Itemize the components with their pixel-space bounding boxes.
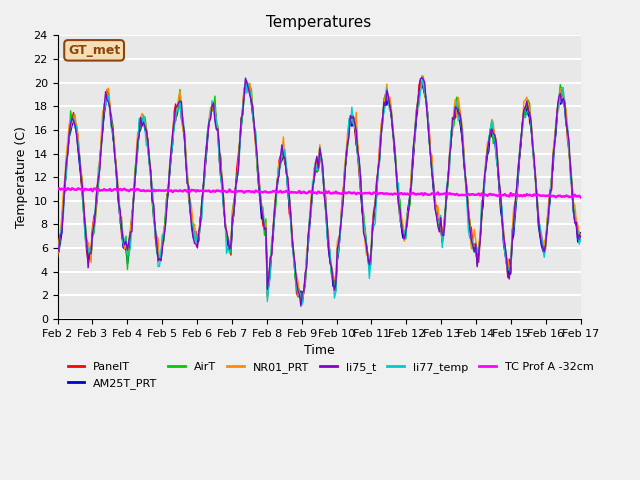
li75_t	[297, 303, 305, 309]
NR01_PRT	[419, 73, 427, 79]
PanelT	[550, 139, 558, 144]
AM25T_PRT	[577, 230, 584, 236]
NR01_PRT	[118, 214, 125, 220]
Line: li77_temp: li77_temp	[58, 77, 580, 304]
X-axis label: Time: Time	[304, 344, 335, 357]
PanelT	[227, 252, 235, 258]
Line: AirT: AirT	[58, 76, 580, 303]
li75_t	[418, 75, 426, 81]
Title: Temperatures: Temperatures	[266, 15, 372, 30]
AirT	[210, 107, 218, 112]
AM25T_PRT	[118, 227, 125, 233]
AirT	[236, 138, 243, 144]
li77_temp	[298, 301, 306, 307]
li77_temp	[550, 145, 558, 151]
TC Prof A -32cm	[228, 189, 236, 194]
li77_temp	[54, 244, 61, 250]
AirT	[418, 73, 426, 79]
li75_t	[54, 250, 61, 255]
li75_t	[236, 141, 243, 147]
PanelT	[54, 247, 61, 253]
AirT	[282, 164, 290, 169]
PanelT	[236, 139, 243, 144]
NR01_PRT	[550, 138, 558, 144]
TC Prof A -32cm	[237, 188, 245, 194]
PanelT	[118, 232, 125, 238]
Line: AM25T_PRT: AM25T_PRT	[58, 84, 580, 303]
li77_temp	[236, 149, 243, 155]
li77_temp	[210, 102, 218, 108]
NR01_PRT	[227, 236, 235, 242]
li75_t	[227, 242, 235, 248]
PanelT	[577, 230, 584, 236]
AM25T_PRT	[236, 143, 243, 149]
Y-axis label: Temperature (C): Temperature (C)	[15, 126, 28, 228]
li75_t	[282, 170, 290, 176]
AM25T_PRT	[227, 246, 235, 252]
Line: NR01_PRT: NR01_PRT	[58, 76, 580, 299]
li77_temp	[282, 163, 290, 168]
AM25T_PRT	[550, 142, 558, 147]
Line: PanelT: PanelT	[58, 80, 580, 300]
Line: TC Prof A -32cm: TC Prof A -32cm	[58, 188, 580, 197]
li77_temp	[577, 236, 584, 242]
NR01_PRT	[236, 140, 243, 146]
Text: GT_met: GT_met	[68, 44, 120, 57]
TC Prof A -32cm	[577, 194, 584, 200]
AM25T_PRT	[210, 100, 218, 106]
TC Prof A -32cm	[284, 189, 292, 195]
AM25T_PRT	[282, 168, 290, 174]
NR01_PRT	[284, 176, 292, 182]
AirT	[227, 250, 235, 255]
NR01_PRT	[54, 254, 61, 260]
PanelT	[282, 164, 290, 170]
NR01_PRT	[210, 98, 218, 104]
AirT	[54, 250, 61, 256]
AM25T_PRT	[54, 250, 61, 255]
NR01_PRT	[577, 233, 584, 239]
Line: li75_t: li75_t	[58, 78, 580, 306]
li77_temp	[227, 239, 235, 244]
li75_t	[577, 234, 584, 240]
NR01_PRT	[264, 296, 271, 301]
li75_t	[210, 100, 218, 106]
PanelT	[210, 100, 218, 106]
li75_t	[550, 144, 558, 149]
TC Prof A -32cm	[55, 185, 63, 191]
AirT	[298, 300, 306, 306]
AM25T_PRT	[418, 82, 426, 87]
AirT	[550, 138, 558, 144]
li77_temp	[118, 218, 125, 224]
Legend: PanelT, AM25T_PRT, AirT, NR01_PRT, li75_t, li77_temp, TC Prof A -32cm: PanelT, AM25T_PRT, AirT, NR01_PRT, li75_…	[63, 358, 598, 393]
AirT	[577, 231, 584, 237]
li75_t	[118, 226, 125, 231]
PanelT	[298, 297, 306, 302]
TC Prof A -32cm	[211, 189, 219, 194]
TC Prof A -32cm	[119, 186, 127, 192]
TC Prof A -32cm	[549, 193, 557, 199]
li77_temp	[419, 74, 427, 80]
AirT	[118, 229, 125, 235]
TC Prof A -32cm	[54, 187, 61, 192]
PanelT	[417, 77, 424, 83]
AM25T_PRT	[298, 300, 306, 306]
